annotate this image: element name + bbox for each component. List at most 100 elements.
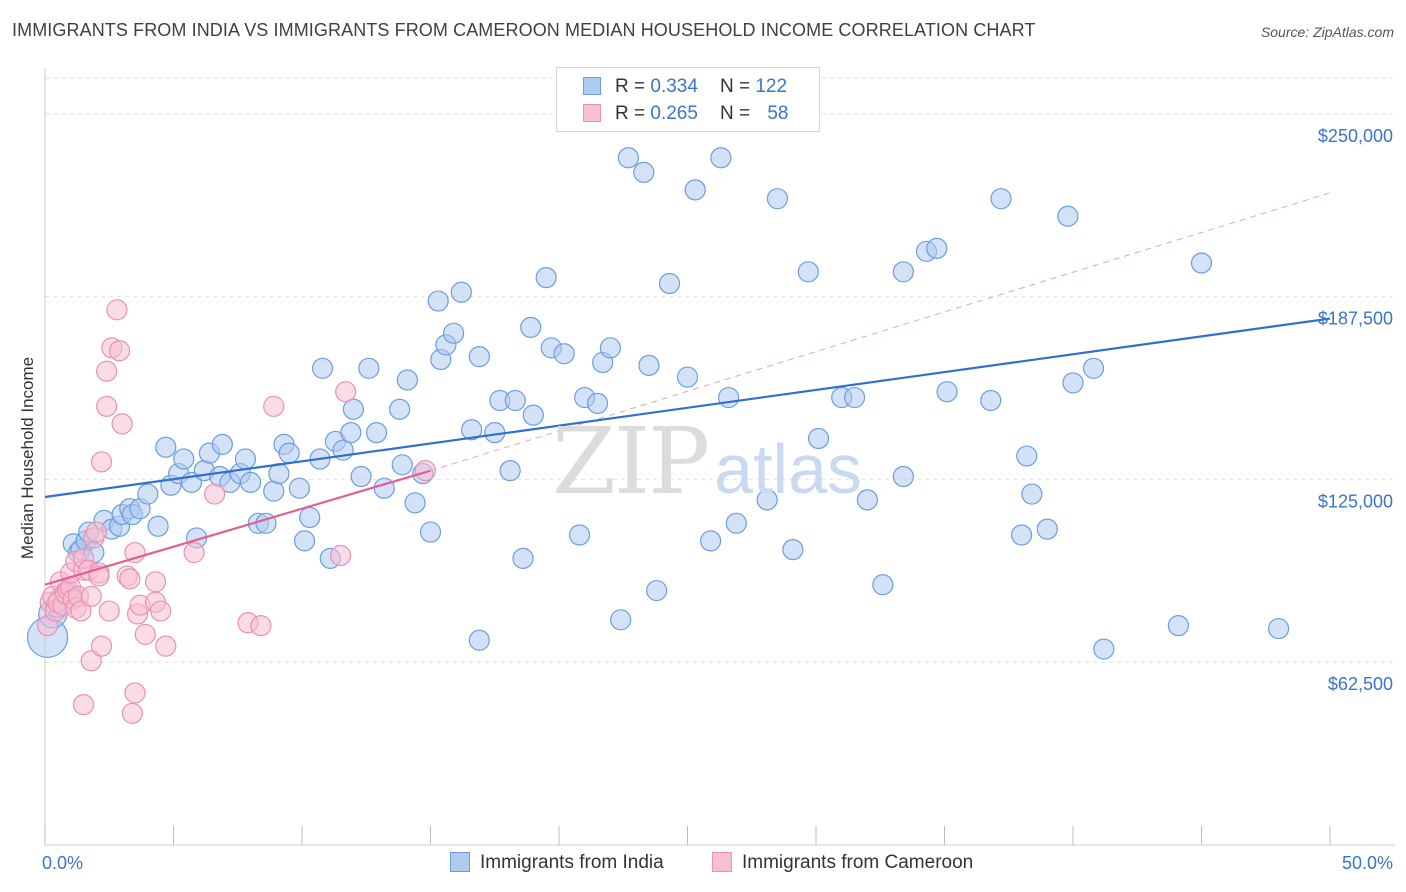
india-point xyxy=(633,161,655,183)
india-point xyxy=(980,389,1002,412)
india-point xyxy=(288,477,311,499)
india-point xyxy=(147,515,169,537)
india-point xyxy=(936,381,958,403)
legend-row-india: R = 0.334 N = 122 xyxy=(583,76,787,98)
india-point xyxy=(443,322,465,344)
india-points xyxy=(26,147,1290,660)
india-point xyxy=(311,357,334,379)
cameroon-n-label: N = xyxy=(719,103,751,124)
cameroon-points xyxy=(36,299,436,724)
india-point xyxy=(718,386,740,409)
cameroon-point xyxy=(204,483,226,505)
india-point xyxy=(365,422,388,444)
axes xyxy=(44,68,1395,846)
india-point xyxy=(710,147,732,169)
india-swatch xyxy=(583,77,601,95)
india-point xyxy=(797,261,819,283)
india-point xyxy=(926,237,948,259)
cameroon-trend-line xyxy=(44,469,431,586)
india-n-value: 122 xyxy=(755,76,788,97)
watermark-atlas: atlas xyxy=(714,430,863,508)
india-point xyxy=(350,465,372,488)
india-point xyxy=(358,357,380,379)
cameroon-point xyxy=(98,600,120,622)
y-tick-label: $62,500 xyxy=(1328,674,1393,694)
cameroon-point xyxy=(80,650,102,672)
x-tick-label-end: 50.0% xyxy=(1342,853,1393,873)
cameroon-trend-extrapolation xyxy=(430,192,1331,472)
cameroon-point xyxy=(183,541,205,564)
cameroon-point xyxy=(72,694,95,716)
india-point xyxy=(617,147,639,169)
india-point xyxy=(807,427,830,450)
india-point xyxy=(461,419,483,441)
cameroon-point xyxy=(85,521,108,543)
india-point xyxy=(340,422,362,444)
india-r-label: R = xyxy=(615,76,646,97)
india-point xyxy=(756,489,778,511)
india-point xyxy=(843,386,866,409)
india-point xyxy=(419,521,442,543)
cameroon-r-value: 0.265 xyxy=(650,103,698,124)
india-point xyxy=(535,267,557,289)
legend-row-cameroon: R = 0.265 N = 58 xyxy=(583,103,788,125)
india-point xyxy=(1267,617,1290,640)
india-point xyxy=(856,489,879,511)
cameroon-point xyxy=(263,395,285,417)
india-point xyxy=(646,579,668,602)
x-tick-labels: 0.0% 50.0% xyxy=(42,853,1393,873)
legend-cameroon-label: Immigrants from Cameroon xyxy=(742,852,974,873)
india-point xyxy=(990,188,1012,210)
india-point xyxy=(599,337,622,359)
india-trend-line xyxy=(44,317,1331,499)
india-point xyxy=(658,272,681,295)
cameroon-point xyxy=(106,299,128,321)
india-point xyxy=(468,629,490,651)
cameroon-point xyxy=(144,571,167,593)
india-point xyxy=(782,539,804,561)
india-point xyxy=(1082,357,1105,379)
india-point xyxy=(389,398,411,420)
y-tick-labels: $62,500 $125,000 $187,500 $250,000 xyxy=(1318,126,1393,694)
india-point xyxy=(137,483,159,505)
cameroon-point xyxy=(329,544,352,567)
india-point xyxy=(211,433,233,455)
cameroon-point xyxy=(134,623,156,646)
cameroon-point xyxy=(111,413,133,435)
cameroon-swatch xyxy=(583,104,601,122)
india-point xyxy=(522,404,544,426)
india-point xyxy=(234,448,257,470)
india-point xyxy=(342,398,364,420)
india-point xyxy=(725,512,747,534)
cameroon-point xyxy=(121,702,143,724)
legend-cameroon-swatch xyxy=(712,852,732,872)
india-point xyxy=(173,448,195,470)
india-point xyxy=(520,316,542,338)
cameroon-point xyxy=(90,451,113,473)
india-r-value: 0.334 xyxy=(650,76,698,97)
source-credit: Source: ZipAtlas.com xyxy=(1260,24,1394,40)
india-point xyxy=(1036,518,1058,540)
legend-item-cameroon: Immigrants from Cameroon xyxy=(712,852,973,874)
india-point xyxy=(872,574,894,596)
india-point xyxy=(427,290,449,312)
india-point xyxy=(568,524,591,546)
cameroon-trend-dashed xyxy=(430,192,1331,472)
cameroon-n-value: 58 xyxy=(767,103,789,124)
india-point xyxy=(586,392,609,414)
india-point xyxy=(1062,372,1084,394)
india-point xyxy=(553,343,575,365)
india-point xyxy=(391,454,413,476)
legend-item-india: Immigrants from India xyxy=(450,852,664,874)
cameroon-point xyxy=(108,340,131,362)
india-point xyxy=(766,188,789,210)
india-point xyxy=(240,471,262,493)
chart-title: IMMIGRANTS FROM INDIA VS IMMIGRANTS FROM… xyxy=(12,20,1036,40)
india-point xyxy=(1190,252,1213,274)
india-point xyxy=(892,261,914,283)
cameroon-point xyxy=(124,682,146,704)
y-tick-label: $187,500 xyxy=(1318,309,1393,329)
cameroon-point xyxy=(70,600,92,622)
stats-legend: R = 0.334 N = 122 R = 0.265 N = 58 xyxy=(556,67,820,132)
india-point xyxy=(1167,615,1189,637)
